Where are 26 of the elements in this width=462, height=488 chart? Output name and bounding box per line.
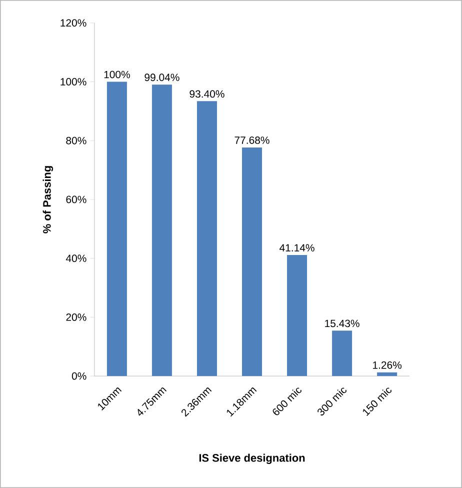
bar xyxy=(377,372,398,376)
bar xyxy=(287,254,308,376)
data-label: 100% xyxy=(104,70,130,78)
bar xyxy=(332,330,352,376)
y-tick-label: 60% xyxy=(66,196,86,204)
data-label: 99.04% xyxy=(144,74,180,82)
bar xyxy=(196,101,217,376)
data-label: 93.40% xyxy=(190,90,224,98)
x-tick-label: 150 mic xyxy=(362,388,392,416)
y-tick-label: 20% xyxy=(66,313,86,321)
x-axis-title: IS Sieve designation xyxy=(199,454,305,464)
x-tick-label: 300 mic xyxy=(318,388,346,416)
bar xyxy=(106,82,127,376)
y-tick-label: 120% xyxy=(60,19,86,27)
y-tick-label: 0% xyxy=(72,372,86,380)
bar xyxy=(152,84,172,376)
data-label: 1.26% xyxy=(373,361,402,369)
y-tick-label: 40% xyxy=(66,254,86,262)
data-label: 77.68% xyxy=(234,136,270,144)
bar xyxy=(242,147,262,376)
y-tick-label: 80% xyxy=(66,136,86,144)
y-axis-title: % of Passing xyxy=(42,166,54,234)
data-label: 41.14% xyxy=(280,244,314,252)
x-tick-label: 600 mic xyxy=(272,388,302,416)
data-label: 15.43% xyxy=(325,320,360,328)
y-tick-label: 100% xyxy=(60,78,86,86)
